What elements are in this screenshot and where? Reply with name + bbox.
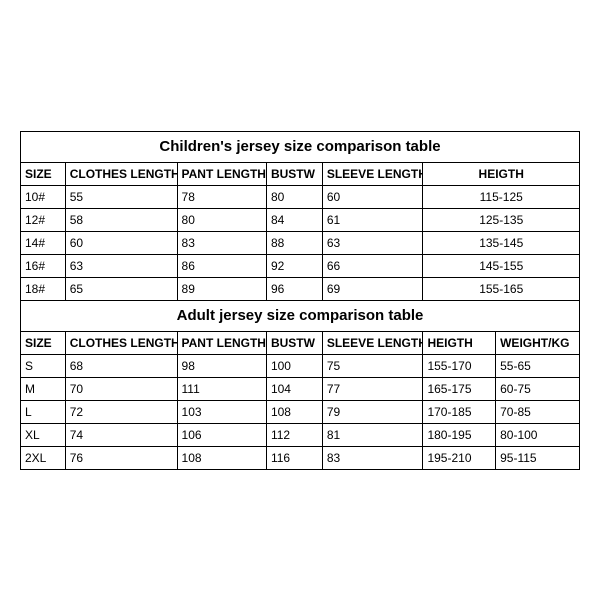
cell: 63 [65,254,177,277]
cell: 74 [65,423,177,446]
cell: 92 [266,254,322,277]
children-title-row: Children's jersey size comparison table [21,131,580,162]
cell: 58 [65,208,177,231]
cell: S [21,354,66,377]
cell: 145-155 [423,254,580,277]
adult-title: Adult jersey size comparison table [21,300,580,331]
cell: 76 [65,446,177,469]
cell: 55 [65,185,177,208]
cell: 86 [177,254,266,277]
cell: 69 [322,277,423,300]
cell: 80-100 [496,423,580,446]
table-row: 18# 65 89 96 69 155-165 [21,277,580,300]
cell: 100 [266,354,322,377]
cell: 65 [65,277,177,300]
cell: 103 [177,400,266,423]
table-container: Children's jersey size comparison table … [20,131,580,470]
cell: 70-85 [496,400,580,423]
cell: 75 [322,354,423,377]
children-col-sleeve: SLEEVE LENGTH [322,162,423,185]
children-col-bustw: BUSTW [266,162,322,185]
adult-header-row: SIZE CLOTHES LENGTH PANT LENGTH BUSTW SL… [21,331,580,354]
cell: 60 [65,231,177,254]
cell: 60-75 [496,377,580,400]
table-row: 16# 63 86 92 66 145-155 [21,254,580,277]
cell: 80 [177,208,266,231]
cell: 2XL [21,446,66,469]
cell: 18# [21,277,66,300]
size-comparison-table: Children's jersey size comparison table … [20,131,580,470]
children-col-height: HEIGTH [423,162,580,185]
cell: 88 [266,231,322,254]
cell: 77 [322,377,423,400]
cell: 108 [266,400,322,423]
cell: 72 [65,400,177,423]
table-row: 12# 58 80 84 61 125-135 [21,208,580,231]
cell: 12# [21,208,66,231]
cell: 135-145 [423,231,580,254]
cell: 165-175 [423,377,496,400]
page-wrap: Children's jersey size comparison table … [0,0,600,600]
table-row: XL 74 106 112 81 180-195 80-100 [21,423,580,446]
cell: L [21,400,66,423]
cell: 84 [266,208,322,231]
adult-col-weight: WEIGHT/KG [496,331,580,354]
cell: 89 [177,277,266,300]
cell: 195-210 [423,446,496,469]
cell: 66 [322,254,423,277]
cell: 16# [21,254,66,277]
table-row: 10# 55 78 80 60 115-125 [21,185,580,208]
children-header-row: SIZE CLOTHES LENGTH PANT LENGTH BUSTW SL… [21,162,580,185]
cell: 98 [177,354,266,377]
table-row: 14# 60 83 88 63 135-145 [21,231,580,254]
children-col-size: SIZE [21,162,66,185]
cell: 60 [322,185,423,208]
cell: 170-185 [423,400,496,423]
cell: 115-125 [423,185,580,208]
table-row: L 72 103 108 79 170-185 70-85 [21,400,580,423]
cell: 83 [322,446,423,469]
adult-col-sleeve: SLEEVE LENGTH [322,331,423,354]
adult-col-clothes: CLOTHES LENGTH [65,331,177,354]
adult-col-bustw: BUSTW [266,331,322,354]
cell: 55-65 [496,354,580,377]
children-title: Children's jersey size comparison table [21,131,580,162]
cell: 79 [322,400,423,423]
cell: 10# [21,185,66,208]
cell: 116 [266,446,322,469]
cell: 125-135 [423,208,580,231]
adult-col-size: SIZE [21,331,66,354]
adult-col-height: HEIGTH [423,331,496,354]
cell: 70 [65,377,177,400]
cell: 83 [177,231,266,254]
cell: XL [21,423,66,446]
cell: 155-165 [423,277,580,300]
cell: 111 [177,377,266,400]
cell: M [21,377,66,400]
cell: 95-115 [496,446,580,469]
adult-title-row: Adult jersey size comparison table [21,300,580,331]
cell: 80 [266,185,322,208]
cell: 81 [322,423,423,446]
table-row: 2XL 76 108 116 83 195-210 95-115 [21,446,580,469]
cell: 104 [266,377,322,400]
table-row: S 68 98 100 75 155-170 55-65 [21,354,580,377]
cell: 180-195 [423,423,496,446]
cell: 96 [266,277,322,300]
cell: 112 [266,423,322,446]
cell: 78 [177,185,266,208]
cell: 61 [322,208,423,231]
adult-col-pant: PANT LENGTH [177,331,266,354]
cell: 106 [177,423,266,446]
cell: 63 [322,231,423,254]
table-row: M 70 111 104 77 165-175 60-75 [21,377,580,400]
cell: 68 [65,354,177,377]
cell: 14# [21,231,66,254]
children-col-clothes: CLOTHES LENGTH [65,162,177,185]
cell: 108 [177,446,266,469]
cell: 155-170 [423,354,496,377]
children-col-pant: PANT LENGTH [177,162,266,185]
